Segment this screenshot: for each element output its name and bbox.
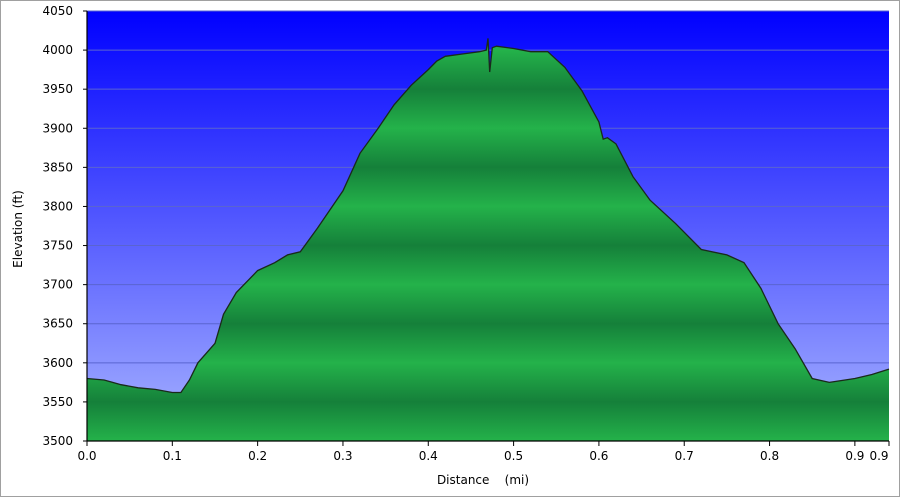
y-tick-label: 3600	[42, 356, 73, 370]
y-tick-label: 3700	[42, 278, 73, 292]
y-tick-labels: 3500 3550 3600 3650 3700 3750 3800 3850 3900 3950…	[42, 4, 73, 448]
x-tick-label: 0.4	[419, 449, 438, 463]
x-tick-label: 0.2	[248, 449, 267, 463]
elevation-line	[86, 38, 890, 394]
x-tick-label: 0.9	[869, 449, 888, 463]
y-tick-label: 3850	[42, 160, 73, 174]
y-tick-label: 3900	[42, 121, 73, 135]
y-tick-label: 4000	[42, 43, 73, 57]
y-tick-label: 3750	[42, 239, 73, 253]
elevation-area-layer	[86, 38, 890, 442]
axes	[83, 10, 890, 446]
y-axis-label: Elevation (ft)	[11, 190, 25, 268]
y-tick-label: 3950	[42, 82, 73, 96]
y-tick-label: 4050	[42, 4, 73, 18]
y-tick-label: 3650	[42, 317, 73, 331]
x-tick-label: 0.5	[504, 449, 523, 463]
x-tick-label: 0.7	[675, 449, 694, 463]
y-tick-label: 3550	[42, 395, 73, 409]
elevation-area	[87, 38, 889, 442]
x-tick-label: 0.0	[77, 449, 96, 463]
x-tick-label: 0.3	[333, 449, 352, 463]
x-tick-label: 0.9	[845, 449, 864, 463]
y-tick-label: 3800	[42, 199, 73, 213]
y-tick-label: 3500	[42, 434, 73, 448]
x-tick-label: 0.6	[589, 449, 608, 463]
x-axis-label: Distance (mi)	[437, 473, 529, 487]
x-tick-labels: 0.0 0.1 0.2 0.3 0.4 0.5 0.6 0.7 0.8 0.9 0.9	[77, 449, 888, 463]
x-tick-label: 0.8	[760, 449, 779, 463]
x-tick-label: 0.1	[163, 449, 182, 463]
